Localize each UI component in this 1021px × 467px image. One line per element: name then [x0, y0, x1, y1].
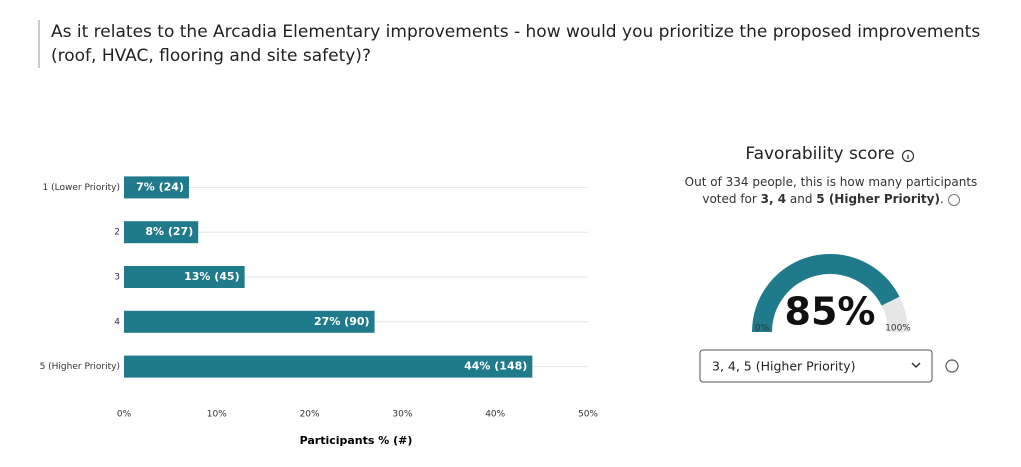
subtitle-text: . — [939, 192, 944, 206]
help-icon[interactable] — [947, 193, 960, 206]
gauge-subtitle: Out of 334 people, this is how many part… — [680, 174, 982, 208]
subtitle-text: Out of 334 people, this is how many part… — [684, 175, 978, 206]
y-tick-label: 2 — [114, 228, 120, 238]
info-icon — [901, 149, 915, 163]
dropdown-box — [699, 349, 933, 383]
data-label: 13% (45) — [184, 270, 240, 283]
bar — [124, 221, 199, 244]
x-tick-label: 10% — [207, 410, 227, 420]
dropdown[interactable]: 3, 4, 5 (Higher Priority) — [699, 349, 933, 383]
question: As it relates to the Arcadia Elementary … — [38, 20, 1011, 68]
x-tick-label: 20% — [300, 410, 320, 420]
data-label: 8% (27) — [145, 225, 193, 238]
x-tick-label: 30% — [392, 410, 412, 420]
bar — [124, 266, 245, 288]
bar — [124, 176, 189, 199]
gauge-fill — [752, 254, 900, 333]
data-label: 7% (24) — [136, 180, 184, 193]
x-tick-label: 50% — [578, 410, 598, 420]
dropdown-value: 3, 4, 5 (Higher Priority) — [712, 359, 856, 374]
data-label: 44% (148) — [464, 360, 527, 373]
help-icon[interactable] — [945, 359, 959, 373]
gauge-tick-label: 100% — [885, 324, 911, 334]
gauge-title: Favorability score — [745, 144, 895, 164]
y-tick-label: 5 (Higher Priority) — [40, 362, 120, 372]
gauge-value: 85% — [785, 290, 876, 334]
bar — [124, 310, 375, 333]
y-tick-label: 3 — [114, 273, 120, 283]
data-label: 27% (90) — [314, 315, 370, 328]
bar — [124, 355, 533, 378]
y-tick-label: 1 (Lower Priority) — [43, 183, 120, 193]
subtitle-text: and — [786, 192, 817, 206]
y-tick-label: 4 — [114, 317, 120, 327]
x-axis-label: Participants % (#) — [300, 434, 413, 447]
subtitle-bold: 3, 4 — [760, 192, 787, 206]
x-tick-label: 0% — [117, 410, 132, 420]
subtitle-bold: 5 (Higher Priority) — [816, 192, 940, 206]
x-tick-label: 40% — [485, 410, 505, 420]
dropdown-chevron — [911, 362, 921, 369]
gauge-tick-label: 0% — [755, 324, 770, 334]
